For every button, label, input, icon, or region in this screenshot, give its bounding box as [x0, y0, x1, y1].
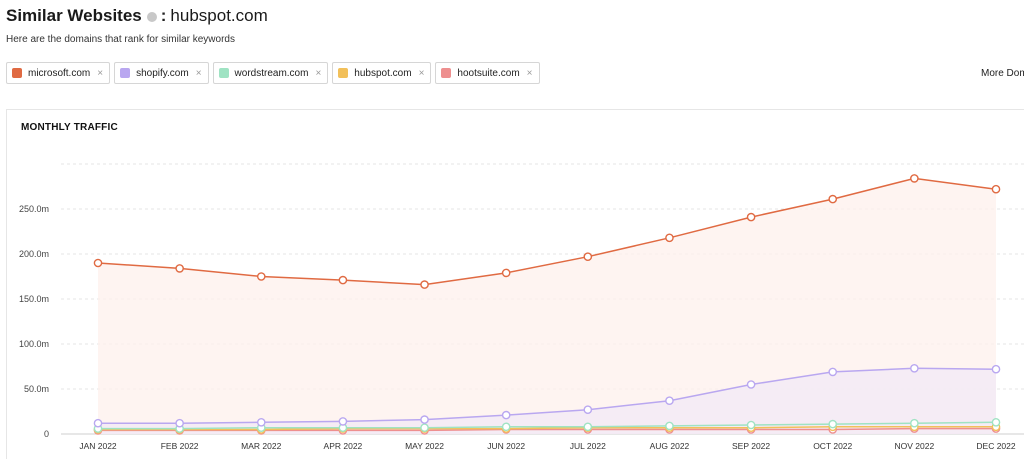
- color-swatch: [338, 68, 349, 78]
- data-point: [991, 417, 1001, 427]
- color-swatch: [12, 68, 22, 78]
- data-point: [338, 417, 348, 426]
- chip-label: shopify.com: [136, 67, 189, 79]
- x-tick-label: DEC 2022: [976, 441, 1015, 451]
- data-point: [501, 410, 511, 420]
- data-point: [93, 418, 103, 428]
- remove-chip-icon[interactable]: ×: [315, 67, 322, 79]
- data-point: [746, 380, 756, 389]
- data-point: [828, 194, 838, 204]
- x-tick-label: JUL 2022: [570, 441, 606, 451]
- domain-chip[interactable]: microsoft.com ×: [6, 62, 111, 84]
- x-tick-label: JAN 2022: [79, 441, 117, 451]
- target-domain: hubspot.com: [170, 6, 268, 25]
- color-swatch: [218, 68, 229, 78]
- domain-chip[interactable]: hootsuite.com ×: [435, 62, 540, 84]
- domain-chip[interactable]: shopify.com ×: [114, 62, 209, 84]
- data-point: [501, 422, 511, 432]
- domain-chip[interactable]: hubspot.com ×: [332, 62, 432, 84]
- data-point: [665, 233, 674, 243]
- y-tick-label: 250.0m: [19, 204, 49, 214]
- series-line: [97, 177, 997, 286]
- data-point: [665, 396, 674, 406]
- data-point: [746, 212, 756, 222]
- data-point: [910, 418, 919, 428]
- traffic-line-chart: 0 50.0m 100.0m 150.0m 200.0m 250.0m JAN 2022 FE…: [19, 163, 1024, 451]
- data-point: [256, 272, 266, 281]
- series-area: [98, 178, 996, 434]
- info-icon[interactable]: [146, 12, 157, 22]
- title-separator: :: [160, 6, 167, 25]
- x-tick-label: NOV 2022: [895, 441, 935, 451]
- data-point: [583, 422, 593, 432]
- data-point: [910, 174, 919, 183]
- y-tick-label: 50.0m: [24, 384, 49, 394]
- data-point: [910, 363, 919, 373]
- remove-chip-icon[interactable]: ×: [195, 67, 202, 79]
- remove-chip-icon[interactable]: ×: [97, 67, 104, 79]
- data-point: [338, 275, 348, 285]
- chip-label: microsoft.com: [28, 67, 91, 79]
- data-point: [828, 367, 838, 377]
- domain-chip[interactable]: wordstream.com ×: [212, 62, 329, 84]
- monthly-traffic-panel: 0 50.0m 100.0m 150.0m 200.0m 250.0m JAN 2022 FE…: [6, 109, 1024, 459]
- data-point: [583, 252, 593, 261]
- x-tick-label: JUN 2022: [487, 441, 525, 451]
- chip-label: hootsuite.com: [457, 67, 520, 79]
- x-tick-label: FEB 2022: [161, 441, 199, 451]
- series-line: [98, 367, 997, 424]
- y-tick-label: 0: [44, 429, 49, 439]
- x-tick-label: MAY 2022: [405, 441, 444, 451]
- data-point: [420, 280, 429, 289]
- x-tick-label: SEP 2022: [732, 441, 770, 451]
- page-subtitle: Here are the domains that rank for simil…: [6, 34, 235, 45]
- domain-chip-list: microsoft.com × shopify.com × wordstream…: [6, 62, 540, 84]
- y-tick-label: 200.0m: [19, 249, 49, 259]
- y-tick-label: 150.0m: [19, 294, 49, 304]
- y-tick-label: 100.0m: [19, 339, 49, 349]
- color-swatch: [120, 68, 131, 78]
- x-tick-label: MAR 2022: [241, 441, 281, 451]
- x-tick-label: OCT 2022: [813, 441, 852, 451]
- page-title: Similar Websites: [6, 6, 142, 25]
- remove-chip-icon[interactable]: ×: [418, 67, 425, 79]
- x-tick-label: APR 2022: [324, 441, 363, 451]
- data-point: [991, 184, 1001, 194]
- data-point: [991, 364, 1001, 374]
- data-point: [420, 415, 429, 424]
- x-tick-label: AUG 2022: [650, 441, 690, 451]
- data-point: [501, 268, 511, 278]
- series-line: [98, 421, 997, 430]
- data-point: [583, 405, 593, 415]
- panel-title: MONTHLY TRAFFIC: [21, 122, 118, 133]
- chip-label: hubspot.com: [354, 67, 412, 79]
- chip-label: wordstream.com: [234, 67, 309, 79]
- color-swatch: [441, 68, 452, 78]
- data-point: [420, 423, 429, 433]
- data-point: [175, 418, 184, 428]
- series-area: [98, 368, 996, 434]
- page-header: Similar Websites : hubspot.com: [6, 6, 268, 26]
- data-point: [256, 417, 266, 427]
- data-point: [746, 420, 756, 430]
- remove-chip-icon[interactable]: ×: [526, 67, 533, 79]
- data-point: [93, 258, 103, 268]
- more-domains-link[interactable]: More Dom: [981, 68, 1024, 79]
- data-point: [175, 264, 184, 273]
- series-line: [98, 427, 996, 432]
- data-point: [828, 419, 838, 429]
- data-point: [665, 421, 674, 431]
- series-line: [98, 426, 996, 431]
